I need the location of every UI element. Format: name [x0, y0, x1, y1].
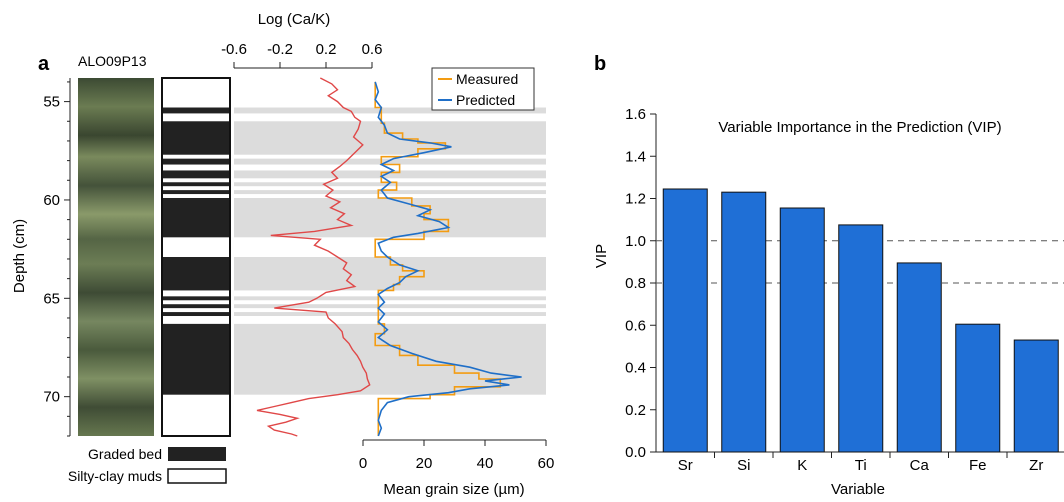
- graded-bed: [163, 170, 229, 179]
- vip-y-tick-label: 0.8: [625, 275, 646, 292]
- bottom-axis-label: Mean grain size (µm): [383, 481, 524, 498]
- legend-silty-label: Silty-clay muds: [68, 468, 162, 484]
- top-tick-label: 0.6: [362, 41, 383, 58]
- vip-bar-ca: [896, 262, 942, 453]
- vip-y-label: VIP: [593, 244, 610, 268]
- ca-k-curve: [256, 77, 371, 437]
- bottom-tick-label: 40: [477, 455, 494, 472]
- graded-bed-band: [234, 121, 546, 155]
- graded-bed: [163, 182, 229, 187]
- graded-bed: [163, 257, 229, 291]
- top-axis: -0.6 -0.2 0.2 0.6: [221, 41, 383, 69]
- depth-tick-label: 55: [43, 94, 60, 111]
- lithology-legend: Graded bed Silty-clay muds: [68, 446, 227, 484]
- bottom-tick-label: 0: [359, 455, 367, 472]
- vip-category-label: K: [797, 457, 807, 474]
- legend-graded-swatch: [168, 447, 226, 461]
- top-tick-label: -0.6: [221, 41, 247, 58]
- graded-bed: [163, 312, 229, 317]
- vip-bar-si: [721, 191, 767, 453]
- vip-bar-sr: [662, 188, 708, 453]
- graded-bed: [163, 158, 229, 165]
- vip-category-label: Zr: [1029, 457, 1043, 474]
- graded-bed: [163, 296, 229, 301]
- grain-legend: Measured Predicted: [431, 67, 535, 111]
- graded-bed-band: [234, 197, 546, 238]
- legend-predicted-label: Predicted: [456, 92, 515, 108]
- vip-category-label: Fe: [969, 457, 987, 474]
- depth-axis-label: Depth (cm): [11, 219, 28, 293]
- vip-category-label: Ca: [910, 457, 930, 474]
- vip-x-label: Variable: [831, 481, 885, 498]
- vip-bar-ti: [838, 224, 884, 453]
- legend-graded-label: Graded bed: [88, 446, 162, 462]
- core-photo: [78, 78, 154, 436]
- vip-category-label: Si: [737, 457, 750, 474]
- vip-y-tick-label: 0.4: [625, 360, 646, 377]
- top-tick-label: -0.2: [267, 41, 293, 58]
- depth-tick-label: 65: [43, 290, 60, 307]
- graded-bed-band: [234, 190, 546, 195]
- graded-bed: [163, 107, 229, 114]
- vip-y-tick-label: 0.6: [625, 317, 646, 334]
- graded-bed: [163, 121, 229, 155]
- graded-bed-band: [234, 312, 546, 317]
- vip-chart-title: Variable Importance in the Prediction (V…: [718, 119, 1001, 136]
- graded-bed: [163, 197, 229, 238]
- graded-bed-band: [234, 107, 546, 114]
- vip-y-tick-label: 1.6: [625, 106, 646, 123]
- graded-bed: [163, 323, 229, 395]
- vip-bar-fe: [955, 323, 1001, 453]
- graded-bed-band: [234, 182, 546, 187]
- lithology-beds: [163, 107, 229, 395]
- graded-bed-band: [234, 323, 546, 395]
- vip-y-tick-label: 1.4: [625, 148, 646, 165]
- bottom-tick-label: 60: [538, 455, 555, 472]
- vip-y-tick-label: 0.0: [625, 444, 646, 461]
- legend-silty-swatch: [167, 468, 227, 484]
- core-label: ALO09P13: [78, 53, 147, 69]
- depth-tick-label: 60: [43, 192, 60, 209]
- graded-bed-band: [234, 296, 546, 301]
- top-axis-label: Log (Ca/K): [258, 11, 331, 28]
- graded-bed-band: [234, 304, 546, 309]
- graded-bed: [163, 190, 229, 195]
- vip-y-tick-label: 0.2: [625, 402, 646, 419]
- bottom-tick-label: 20: [416, 455, 433, 472]
- graded-bed-shading: [234, 107, 546, 395]
- vip-bar-k: [779, 207, 825, 453]
- panel-a-letter: a: [38, 53, 50, 75]
- graded-bed-band: [234, 170, 546, 179]
- predicted-curve: [374, 81, 522, 437]
- vip-bar-zr: [1013, 339, 1059, 453]
- vip-category-label: Ti: [855, 457, 867, 474]
- legend-measured-label: Measured: [456, 71, 518, 87]
- vip-category-label: Sr: [678, 457, 693, 474]
- graded-bed: [163, 304, 229, 309]
- vip-y-tick-label: 1.2: [625, 191, 646, 208]
- top-tick-label: 0.2: [316, 41, 337, 58]
- depth-axis: 55 60 65 70: [43, 78, 71, 437]
- depth-tick-label: 70: [43, 389, 60, 406]
- panel-b-letter: b: [594, 53, 606, 75]
- graded-bed-band: [234, 158, 546, 165]
- vip-y-tick-label: 1.0: [625, 233, 646, 250]
- vip-bar-chart: 0.0 0.2 0.4 0.6 0.8 1.0 1.2 1.4 1.6 Sr Si K Ti Ca Fe Zr: [625, 106, 1064, 474]
- bottom-axis: 0 20 40 60: [359, 439, 555, 472]
